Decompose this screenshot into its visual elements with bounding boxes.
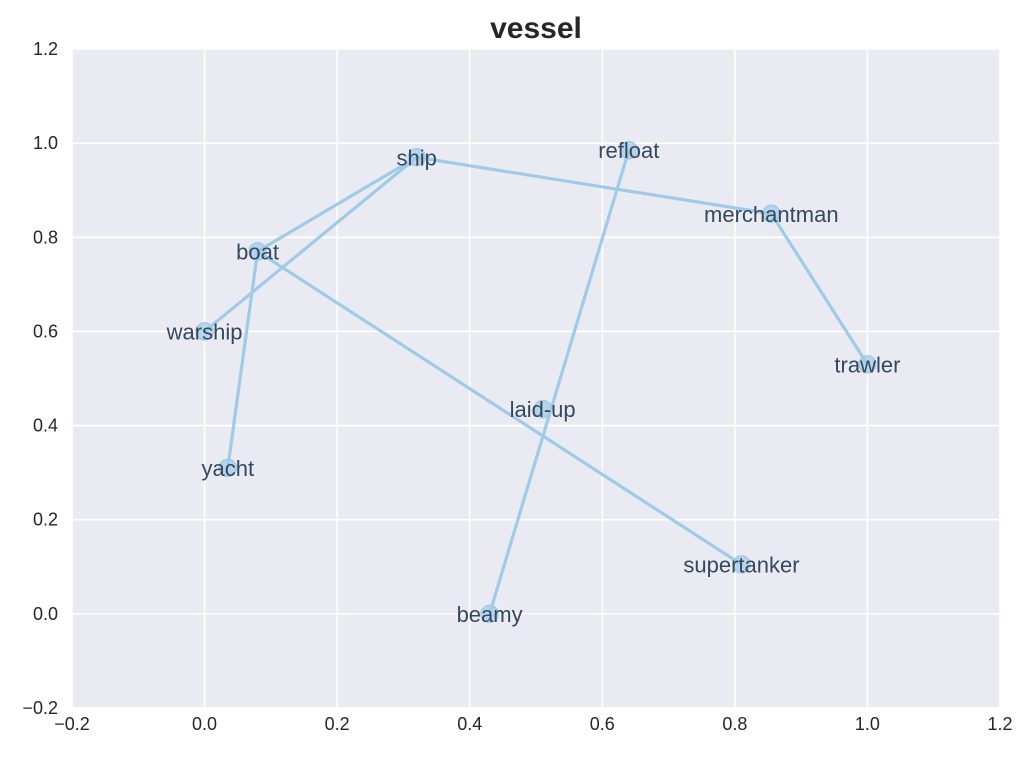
- point-label-beamy: beamy: [457, 602, 523, 627]
- x-tick-label: 0.4: [457, 714, 482, 734]
- edge-boat-supertanker: [256, 249, 744, 567]
- x-tick-label: 0.0: [192, 714, 217, 734]
- plot-area: [72, 49, 1000, 708]
- edge-boat-yacht: [226, 249, 260, 470]
- y-tick-label: 0.2: [33, 510, 58, 530]
- edges: [202, 148, 870, 616]
- edge-ship-warship: [202, 155, 419, 334]
- point-label-refloat: refloat: [598, 138, 659, 163]
- x-tick-label: 0.6: [590, 714, 615, 734]
- y-tick-label: 1.2: [33, 39, 58, 59]
- point-label-merchantman: merchantman: [704, 202, 839, 227]
- point-refloat: [619, 140, 639, 160]
- x-tick-label: 1.2: [987, 714, 1012, 734]
- point-laid-up: [533, 399, 552, 419]
- x-axis-ticks: −0.2 0.0 0.2 0.4 0.6 0.8 1.0 1.2: [54, 714, 1012, 734]
- point-label-yacht: yacht: [201, 456, 254, 481]
- point-ship: [407, 148, 426, 167]
- point-label-ship: ship: [397, 145, 437, 170]
- x-tick-label: 0.2: [325, 714, 350, 734]
- edge-ship-merchantman: [415, 155, 773, 216]
- point-label-supertanker: supertanker: [683, 552, 799, 577]
- y-tick-label: 0.4: [33, 416, 58, 436]
- points: [195, 140, 877, 624]
- chart-title: vessel: [490, 12, 582, 45]
- x-tick-label: 0.8: [722, 714, 747, 734]
- point-boat: [248, 242, 267, 261]
- point-label-trawler: trawler: [834, 352, 900, 377]
- point-warship: [195, 322, 214, 341]
- x-tick-label: −0.2: [54, 714, 90, 734]
- y-tick-label: −0.2: [22, 698, 58, 718]
- x-tick-label: 1.0: [855, 714, 880, 734]
- edge-refloat-beamy: [488, 148, 631, 616]
- point-beamy: [480, 604, 499, 624]
- point-trawler: [858, 355, 877, 374]
- y-tick-label: 0.0: [33, 604, 58, 624]
- point-merchantman: [762, 204, 781, 223]
- edge-merchantman-trawler: [769, 212, 870, 366]
- y-tick-label: 0.8: [33, 227, 58, 247]
- point-labels: ship refloat merchantman boat warship trawler…: [166, 138, 901, 627]
- point-yacht: [218, 458, 238, 478]
- point-label-warship: warship: [166, 319, 243, 344]
- y-axis-ticks: −0.2 0.0 0.2 0.4 0.6 0.8 1.0 1.2: [22, 39, 58, 718]
- edge-ship-boat: [256, 155, 419, 254]
- y-tick-label: 0.6: [33, 321, 58, 341]
- point-label-laid-up: laid-up: [510, 397, 576, 422]
- point-label-boat: boat: [236, 239, 279, 264]
- point-supertanker: [732, 555, 751, 574]
- y-tick-label: 1.0: [33, 133, 58, 153]
